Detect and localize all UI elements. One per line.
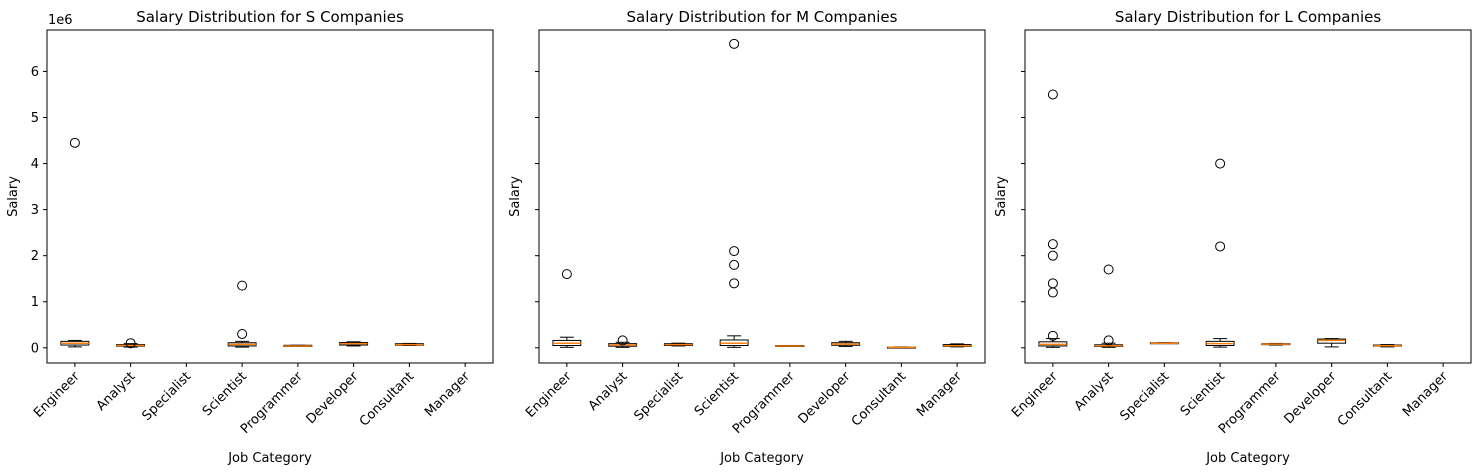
x-tick-label: Manager: [1400, 369, 1451, 420]
x-tick-label: Analyst: [586, 369, 631, 414]
outlier-point: [1103, 335, 1114, 346]
box-scientist: [227, 280, 257, 348]
y-tick-label: 2: [31, 249, 39, 264]
box-developer: [1317, 338, 1347, 348]
x-axis-label: Job Category: [1205, 451, 1290, 466]
plot-frame: [46, 29, 494, 364]
x-tick-label: Engineer: [1009, 369, 1061, 421]
outlier-point: [1103, 264, 1114, 275]
outlier-point: [729, 259, 740, 270]
x-axis-label: Job Category: [719, 451, 804, 466]
x-tick-label: Manager: [422, 369, 473, 420]
box-manager: [942, 343, 972, 348]
x-tick-label: Analyst: [94, 369, 139, 414]
box-programmer: [1261, 342, 1291, 346]
box-engineer: [552, 269, 582, 348]
outlier-point: [561, 269, 572, 280]
y-axis-exponent-label: 1e6: [48, 13, 73, 28]
box-programmer: [283, 344, 313, 347]
x-tick-label: Consultant: [1335, 369, 1395, 429]
chart-title: Salary Distribution for L Companies: [1115, 8, 1382, 26]
outlier-point: [729, 38, 740, 49]
x-tick-label: Analyst: [1072, 369, 1117, 414]
outlier-point: [69, 137, 80, 148]
y-tick-label: 1: [31, 295, 39, 310]
box-programmer: [775, 344, 805, 347]
x-tick-label: Developer: [304, 369, 362, 427]
x-tick-label: Scientist: [200, 369, 250, 419]
subplot-1: Salary Distribution for S Companies 0 1 2 3 4…: [6, 8, 494, 466]
x-tick-label: Scientist: [692, 369, 742, 419]
plot-frame: [1024, 29, 1472, 364]
y-axis-label: Salary: [508, 176, 523, 217]
chart-title: Salary Distribution for M Companies: [627, 8, 898, 26]
y-tick-label: 6: [31, 65, 39, 80]
box-developer: [339, 341, 369, 347]
x-tick-label: Engineer: [31, 369, 83, 421]
outlier-point: [1047, 250, 1058, 261]
y-tick-label: 5: [31, 111, 39, 126]
box-engineer: [1038, 89, 1068, 348]
x-tick-label: Manager: [914, 369, 965, 420]
outlier-point: [1215, 158, 1226, 169]
box-analyst: [116, 338, 146, 349]
box-developer: [831, 340, 861, 347]
subplot-3: Salary Distribution for L Companies Salar…: [994, 8, 1472, 466]
box-specialist: [663, 342, 693, 347]
box-specialist: [1149, 342, 1179, 345]
y-axis-label: Salary: [994, 176, 1009, 217]
x-tick-label: Consultant: [357, 369, 417, 429]
box-consultant: [886, 346, 916, 349]
x-tick-label: Specialist: [632, 369, 687, 424]
outlier-point: [1047, 287, 1058, 298]
outlier-point: [617, 335, 628, 346]
x-tick-label: Specialist: [140, 369, 195, 424]
outlier-point: [729, 278, 740, 289]
outlier-point: [729, 246, 740, 257]
outlier-point: [1047, 239, 1058, 250]
chart-title: Salary Distribution for S Companies: [136, 8, 404, 26]
y-axis-label: Salary: [6, 176, 21, 217]
outlier-point: [1047, 89, 1058, 100]
box-scientist: [719, 38, 749, 348]
y-tick-label: 3: [31, 203, 39, 218]
y-tick-label: 0: [31, 341, 39, 356]
x-tick-label: Scientist: [1178, 369, 1228, 419]
x-tick-label: Consultant: [849, 369, 909, 429]
outlier-point: [1215, 241, 1226, 252]
box-analyst: [608, 335, 638, 348]
x-tick-label: Developer: [1282, 369, 1340, 427]
x-tick-label: Engineer: [523, 369, 575, 421]
box-analyst: [1094, 264, 1124, 348]
outlier-point: [1047, 330, 1058, 341]
outlier-point: [1047, 278, 1058, 289]
x-tick-label: Specialist: [1118, 369, 1173, 424]
x-axis-label: Job Category: [227, 451, 312, 466]
subplot-2: Salary Distribution for M Companies Salar…: [508, 8, 986, 466]
box-consultant: [1372, 344, 1402, 348]
box-engineer: [60, 137, 90, 348]
box-consultant: [394, 342, 424, 346]
plot-frame: [538, 29, 986, 364]
box-scientist: [1205, 158, 1235, 348]
outlier-point: [237, 280, 248, 291]
outlier-point: [237, 328, 248, 339]
subplots: Salary Distribution for S Companies 0 1 2 3 4…: [6, 8, 1472, 466]
y-tick-label: 4: [31, 157, 39, 172]
outlier-point: [125, 338, 136, 349]
x-tick-label: Developer: [796, 369, 854, 427]
